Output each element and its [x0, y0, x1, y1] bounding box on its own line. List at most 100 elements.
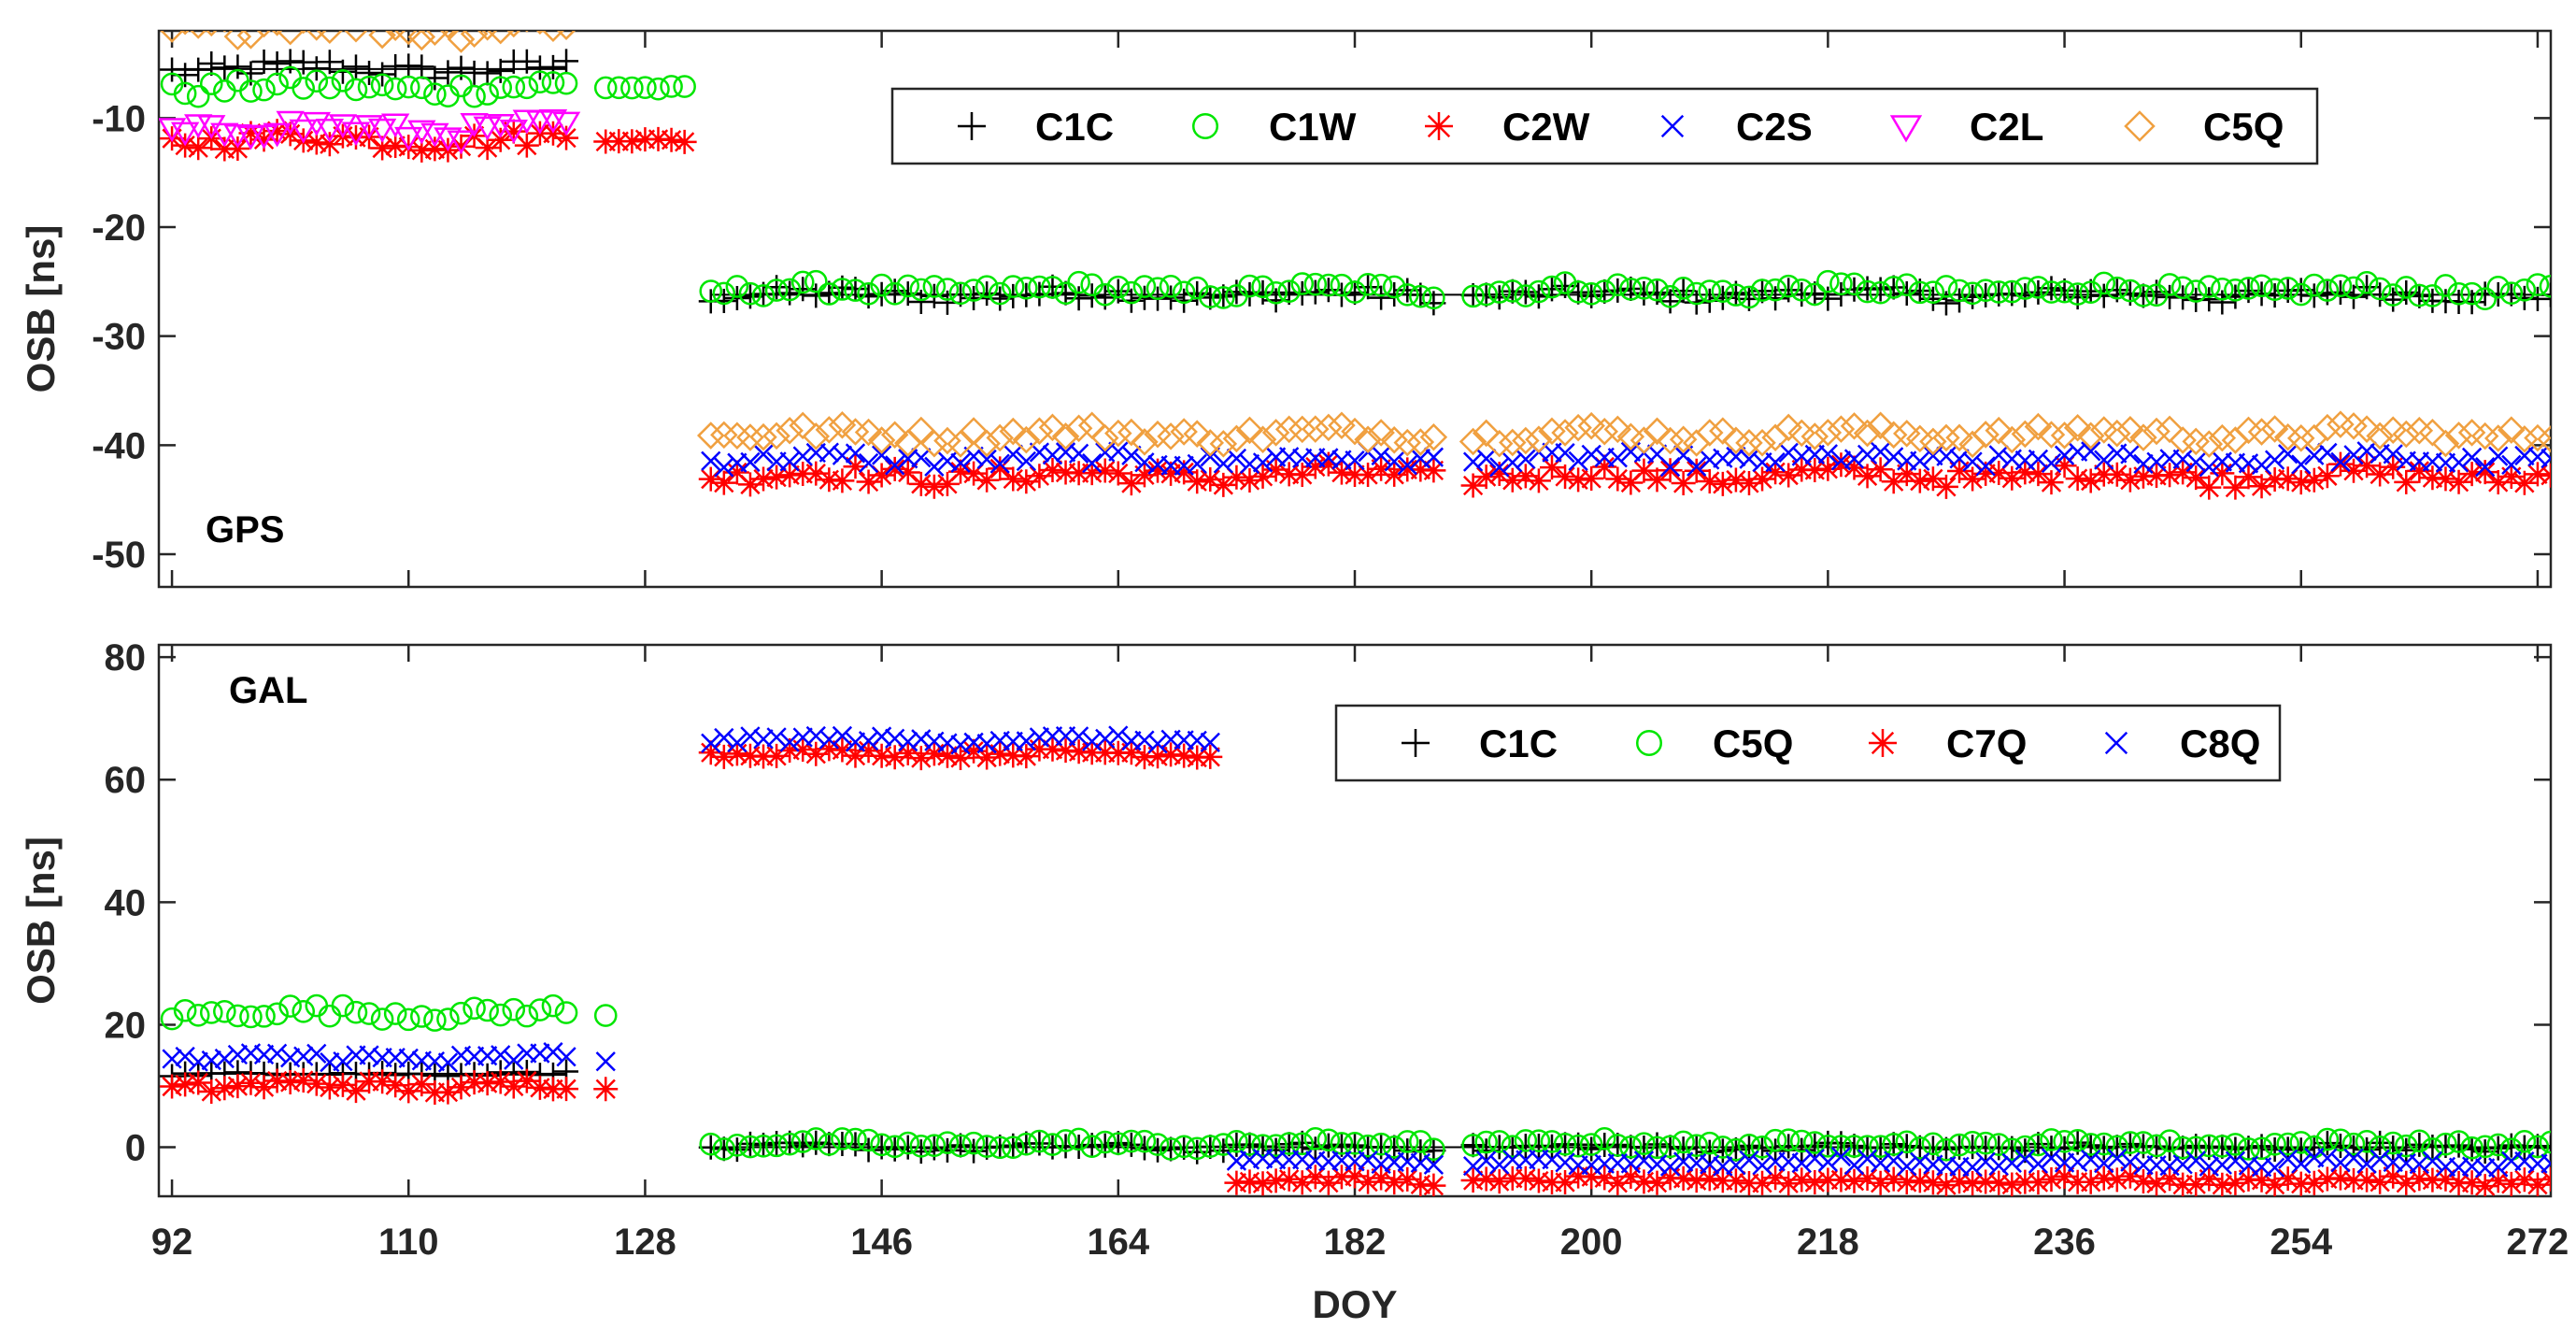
point-c1w: [870, 273, 893, 297]
point-c8q: [1358, 1150, 1378, 1171]
y-axis-label: OSB [ns]: [19, 225, 63, 393]
point-c2w: [659, 127, 684, 152]
point-c2s: [701, 450, 721, 471]
point-c2s: [2540, 448, 2551, 469]
point-c5q: [1356, 1134, 1380, 1158]
point-c5q: [1104, 419, 1132, 448]
point-c1w: [554, 71, 578, 95]
point-c7q: [830, 737, 855, 763]
x-tick-label: 218: [1797, 1222, 1859, 1263]
point-c5q: [257, 31, 271, 38]
point-c2s: [1516, 449, 1536, 469]
point-c2w: [1105, 461, 1131, 486]
point-c2s: [1910, 450, 1930, 472]
point-c1w: [2014, 277, 2037, 300]
point-c7q: [2368, 1169, 2393, 1194]
point-c1w: [1501, 279, 1525, 303]
point-c8q: [2422, 1150, 2443, 1171]
point-c2w: [724, 460, 749, 485]
point-c5q: [1328, 411, 1356, 439]
point-c5q: [2063, 414, 2092, 442]
point-c2w: [1907, 468, 1932, 493]
point-c5q: [975, 1135, 999, 1158]
point-c5q: [2195, 430, 2224, 458]
point-c2w: [1211, 472, 1236, 497]
point-c1w: [1251, 275, 1274, 299]
point-c5q: [1577, 411, 1605, 440]
point-c7q: [1329, 1164, 1354, 1190]
point-c5q: [186, 1003, 210, 1027]
legend-label-c1c: C1C: [1479, 722, 1558, 765]
point-c2w: [1001, 466, 1026, 492]
point-c2w: [1513, 464, 1538, 489]
point-c5q: [1527, 1129, 1551, 1153]
point-c2w: [2052, 453, 2077, 479]
point-c7q: [2170, 1172, 2196, 1196]
point-c1c: [1960, 284, 1985, 309]
point-c1c: [1894, 1134, 1919, 1159]
point-c2s: [2475, 457, 2496, 478]
point-c8q: [2094, 1153, 2114, 1174]
point-c7q: [1539, 1170, 1564, 1194]
point-c7q: [2485, 1168, 2511, 1193]
point-c7q: [698, 740, 723, 765]
point-c7q: [396, 1079, 421, 1104]
point-c5q: [1459, 427, 1487, 456]
point-c7q: [1710, 1168, 1735, 1193]
point-c1w: [988, 281, 1012, 306]
point-c5q: [213, 999, 236, 1023]
point-c5q: [460, 31, 489, 49]
point-c1w: [1882, 276, 1906, 299]
point-c7q: [751, 744, 776, 769]
point-c1c: [291, 50, 316, 75]
point-c2s: [1397, 455, 1417, 476]
point-c5q: [762, 421, 790, 450]
point-c1w: [186, 84, 210, 108]
point-c5q: [2392, 420, 2421, 449]
point-c2s: [1739, 449, 1759, 469]
point-c5q: [1606, 1134, 1630, 1157]
y-tick-label: -10: [92, 98, 146, 139]
point-c2w: [646, 126, 671, 151]
point-c5q: [1998, 425, 2027, 454]
point-c2w: [1066, 461, 1091, 486]
point-c2l: [159, 118, 187, 143]
point-c2w: [1973, 461, 1999, 486]
point-c1w: [647, 77, 670, 101]
point-c7q: [2498, 1171, 2524, 1196]
point-c5q: [2116, 416, 2144, 444]
point-c1w: [1973, 279, 1998, 302]
point-c1w: [1461, 284, 1485, 308]
point-c5q: [749, 422, 777, 451]
point-c5q: [300, 31, 306, 35]
point-c5q: [489, 1003, 513, 1027]
point-c2w: [1644, 467, 1670, 493]
point-c5q: [1422, 1137, 1445, 1161]
point-c7q: [2091, 1165, 2116, 1191]
point-c1w: [252, 78, 276, 102]
point-c2w: [2394, 469, 2419, 494]
point-c5q: [1159, 1137, 1183, 1161]
point-c1w: [673, 75, 696, 98]
legend-marker-c2l: [1889, 115, 1923, 143]
point-c5q: [1895, 1130, 1919, 1154]
point-c2w: [212, 136, 237, 162]
point-c8q: [2225, 1150, 2246, 1171]
point-c1w: [2408, 283, 2431, 307]
point-c5q: [2394, 1134, 2418, 1158]
point-c2w: [934, 471, 960, 496]
y-tick-label: 80: [105, 637, 147, 679]
point-c8q: [1620, 1153, 1642, 1174]
point-c2w: [1382, 462, 1407, 487]
point-c2s: [1082, 453, 1103, 474]
point-c2s: [1555, 443, 1575, 464]
point-c2w: [737, 472, 762, 497]
point-c1w: [2066, 282, 2089, 306]
point-c5q: [1960, 1130, 1985, 1154]
point-c5q: [160, 31, 184, 43]
point-c2w: [2275, 466, 2300, 492]
point-c1w: [1212, 286, 1235, 309]
point-c1w: [922, 275, 946, 298]
point-c5q: [776, 416, 804, 445]
point-c5q: [278, 994, 302, 1018]
